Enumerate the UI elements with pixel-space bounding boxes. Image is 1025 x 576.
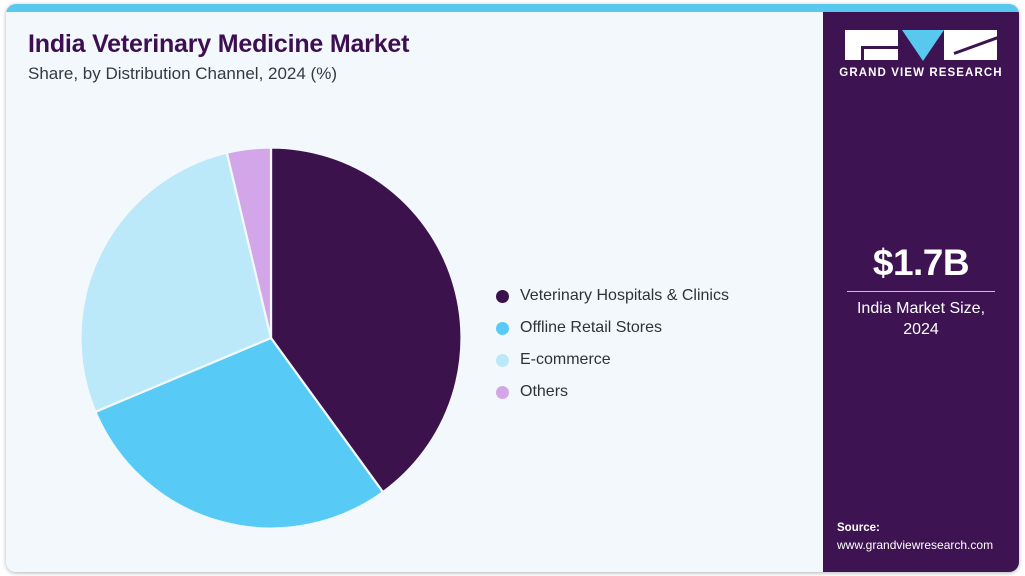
pie-slice[interactable] xyxy=(269,147,462,494)
pie-slice-group xyxy=(80,147,462,529)
top-accent-bar xyxy=(6,4,1019,12)
legend-swatch-icon xyxy=(496,289,509,303)
source-attribution: Source: www.grandviewresearch.com xyxy=(837,520,1017,554)
legend-item-e-commerce[interactable]: E-commerce xyxy=(496,344,796,376)
pie-slice[interactable] xyxy=(80,151,273,413)
main-panel: India Veterinary Medicine Market Share, … xyxy=(6,12,823,572)
logo-wordmark: GRAND VIEW RESEARCH xyxy=(839,67,1003,79)
pie-slice[interactable] xyxy=(94,336,385,529)
market-size-value: $1.7B xyxy=(872,242,970,283)
logo-letter-r-icon xyxy=(944,30,997,60)
pie-chart xyxy=(80,147,462,529)
market-size-caption: India Market Size, 2024 xyxy=(856,299,986,338)
legend-swatch-icon xyxy=(496,385,509,399)
logo-letter-g-icon xyxy=(845,30,898,60)
chart-card: India Veterinary Medicine Market Share, … xyxy=(6,4,1019,572)
legend-label: E-commerce xyxy=(520,351,611,368)
market-size-callout: $1.7B India Market Size, 2024 xyxy=(823,242,1019,340)
callout-divider xyxy=(847,290,995,292)
legend-label: Offline Retail Stores xyxy=(520,319,662,336)
legend-swatch-icon xyxy=(496,353,509,367)
legend-label: Others xyxy=(520,383,569,400)
brand-sidebar: GRAND VIEW RESEARCH $1.7B India Market S… xyxy=(823,12,1019,572)
source-url[interactable]: www.grandviewresearch.com xyxy=(837,537,994,552)
legend-swatch-icon xyxy=(496,321,509,335)
legend-item-veterinary-hospitals-clinics[interactable]: Veterinary Hospitals & Clinics xyxy=(496,280,796,312)
logo-marks xyxy=(845,30,997,61)
legend-item-offline-retail-stores[interactable]: Offline Retail Stores xyxy=(496,312,796,344)
legend-item-others[interactable]: Others xyxy=(496,376,796,408)
legend-label: Veterinary Hospitals & Clinics xyxy=(520,287,729,304)
pie-slice[interactable] xyxy=(225,147,273,340)
grand-view-research-logo: GRAND VIEW RESEARCH xyxy=(823,30,1019,92)
page-subtitle: Share, by Distribution Channel, 2024 (%) xyxy=(28,64,337,83)
logo-letter-v-triangle-icon xyxy=(902,30,944,61)
pie-chart-svg xyxy=(80,147,462,529)
source-label: Source: xyxy=(837,521,880,534)
chart-legend: Veterinary Hospitals & Clinics Offline R… xyxy=(496,280,796,408)
page-title: India Veterinary Medicine Market xyxy=(28,30,410,58)
